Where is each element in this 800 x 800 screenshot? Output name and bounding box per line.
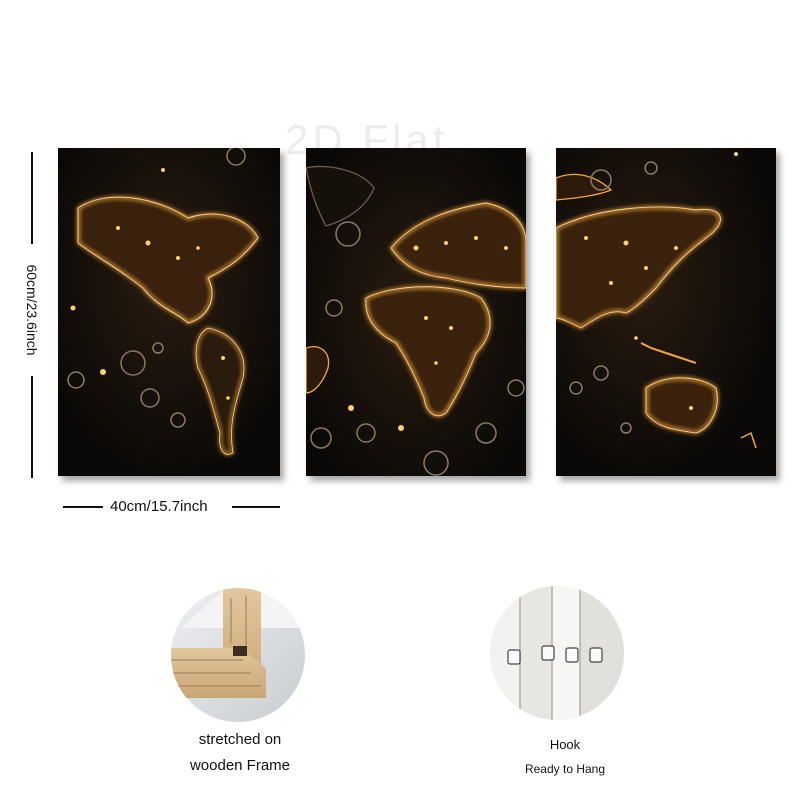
height-line-bottom bbox=[31, 376, 33, 478]
hook-caption-line1: Hook bbox=[549, 737, 581, 752]
width-label: 40cm/15.7inch bbox=[110, 498, 208, 515]
hook-caption-line2: Ready to Hang bbox=[524, 762, 606, 776]
frame-caption-line2: wooden Frame bbox=[189, 757, 291, 774]
canvas-panel-americas bbox=[58, 148, 280, 476]
height-line-top bbox=[31, 152, 33, 244]
width-line-right bbox=[232, 506, 280, 508]
width-line-left bbox=[63, 506, 103, 508]
frame-caption-line1: stretched on bbox=[198, 731, 282, 748]
canvas-panel-asia-australia bbox=[556, 148, 776, 476]
wooden-frame-photo bbox=[171, 588, 305, 722]
height-label: 60cm/23.6inch bbox=[24, 264, 40, 356]
canvas-panel-europe-africa bbox=[306, 148, 526, 476]
hook-photo bbox=[490, 586, 624, 720]
